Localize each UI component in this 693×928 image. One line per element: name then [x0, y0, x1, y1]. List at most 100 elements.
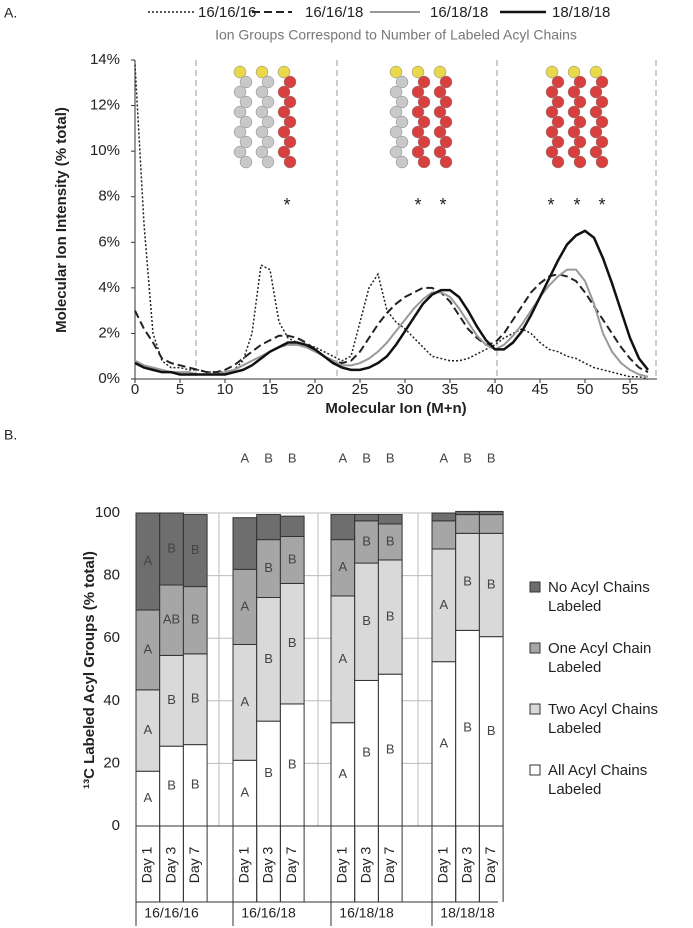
atom	[551, 95, 565, 109]
atom	[439, 75, 453, 89]
y-tick-label: 10%	[90, 142, 120, 159]
bar-segment	[354, 514, 379, 522]
y-tick-label: 8%	[98, 188, 120, 205]
atom	[277, 145, 291, 159]
legend-label: 16/18/18	[430, 4, 488, 21]
legend-label: No Acyl Chains Labeled	[548, 579, 650, 615]
atom	[233, 65, 247, 79]
x-tick-label: 25	[352, 381, 369, 398]
significance-letter: A	[144, 553, 153, 568]
atom	[417, 95, 431, 109]
x-tick-label: Day 3	[357, 847, 373, 884]
atom	[595, 115, 609, 129]
y-tick-label: 20	[103, 754, 120, 771]
legend-label: All Acyl Chains Labeled	[548, 762, 648, 798]
legend-label: One Acyl Chain Labeled	[548, 640, 652, 676]
significance-letter: B	[191, 542, 200, 557]
atom	[261, 115, 275, 129]
atom	[433, 65, 447, 79]
legend-swatch	[529, 581, 541, 593]
y-tick-label: 60	[103, 629, 120, 646]
significance-letter: B	[191, 691, 200, 706]
atom	[239, 75, 253, 89]
atom	[233, 125, 247, 139]
group-separators	[195, 60, 657, 380]
significance-letter: A	[339, 651, 348, 666]
significance-letter: AB	[163, 612, 180, 627]
atom	[545, 85, 559, 99]
atom	[283, 115, 297, 129]
significance-letter: A	[144, 722, 153, 737]
x-tick-label: Day 3	[162, 847, 178, 884]
x-tick-label: Day 7	[381, 847, 397, 884]
significance-letter: B	[362, 613, 371, 628]
significance-letter: B	[191, 612, 200, 627]
bar-segment	[431, 520, 457, 550]
atom	[573, 115, 587, 129]
asterisk: *	[547, 195, 554, 215]
atom	[239, 95, 253, 109]
significance-letter: B	[264, 765, 273, 780]
y-axis-label: ¹³C Labeled Acyl Groups (% total)	[81, 551, 98, 789]
x-tick-label: Day 3	[259, 847, 275, 884]
asterisk: *	[598, 195, 605, 215]
atom	[255, 145, 269, 159]
atom	[261, 155, 275, 169]
atom	[595, 95, 609, 109]
x-tick-label: 0	[131, 381, 139, 398]
atom	[433, 125, 447, 139]
significance-letter: B	[362, 745, 371, 760]
significance-letter: B	[264, 450, 273, 465]
x-tick-label: 40	[487, 381, 504, 398]
x-tick-label: Day 7	[186, 847, 202, 884]
atom	[395, 75, 409, 89]
legend-label: 16/16/16	[198, 4, 256, 21]
atom	[395, 135, 409, 149]
x-tick-label: 55	[622, 381, 639, 398]
series-line	[134, 229, 649, 376]
atom	[233, 85, 247, 99]
atom	[573, 155, 587, 169]
atom	[589, 65, 603, 79]
y-tick-label: 100	[95, 504, 120, 521]
atom	[545, 65, 559, 79]
x-tick-label: Day 7	[283, 847, 299, 884]
atom	[439, 155, 453, 169]
significance-letter: B	[167, 692, 176, 707]
atom	[389, 65, 403, 79]
significance-letter: A	[440, 735, 449, 750]
atom	[395, 115, 409, 129]
x-tick-label: Day 1	[334, 847, 350, 884]
significance-letter: B	[487, 723, 496, 738]
legend-label: 18/18/18	[552, 4, 610, 21]
significance-letter: B	[362, 533, 371, 548]
significance-letter: A	[241, 598, 250, 613]
significance-letter: B	[167, 540, 176, 555]
y-tick-label: 14%	[90, 51, 120, 68]
significance-letter: B	[288, 551, 297, 566]
asterisk: *	[283, 195, 290, 215]
y-tick-label: 0	[112, 817, 120, 834]
atom	[595, 75, 609, 89]
x-tick-label: 35	[442, 381, 459, 398]
atom	[261, 75, 275, 89]
atom	[283, 95, 297, 109]
atom	[283, 155, 297, 169]
atom	[411, 125, 425, 139]
group-label: 16/16/16	[144, 905, 199, 921]
bar-segment	[455, 510, 480, 516]
molecule-icon	[233, 65, 297, 169]
significance-letter: B	[487, 576, 496, 591]
atom	[573, 95, 587, 109]
atom	[433, 85, 447, 99]
legend-swatch	[529, 642, 541, 654]
x-tick-label: 45	[532, 381, 549, 398]
atom	[573, 135, 587, 149]
atom	[395, 95, 409, 109]
atom	[589, 145, 603, 159]
significance-letter: B	[386, 450, 395, 465]
significance-letter: B	[386, 742, 395, 757]
atom	[417, 75, 431, 89]
atom	[567, 85, 581, 99]
